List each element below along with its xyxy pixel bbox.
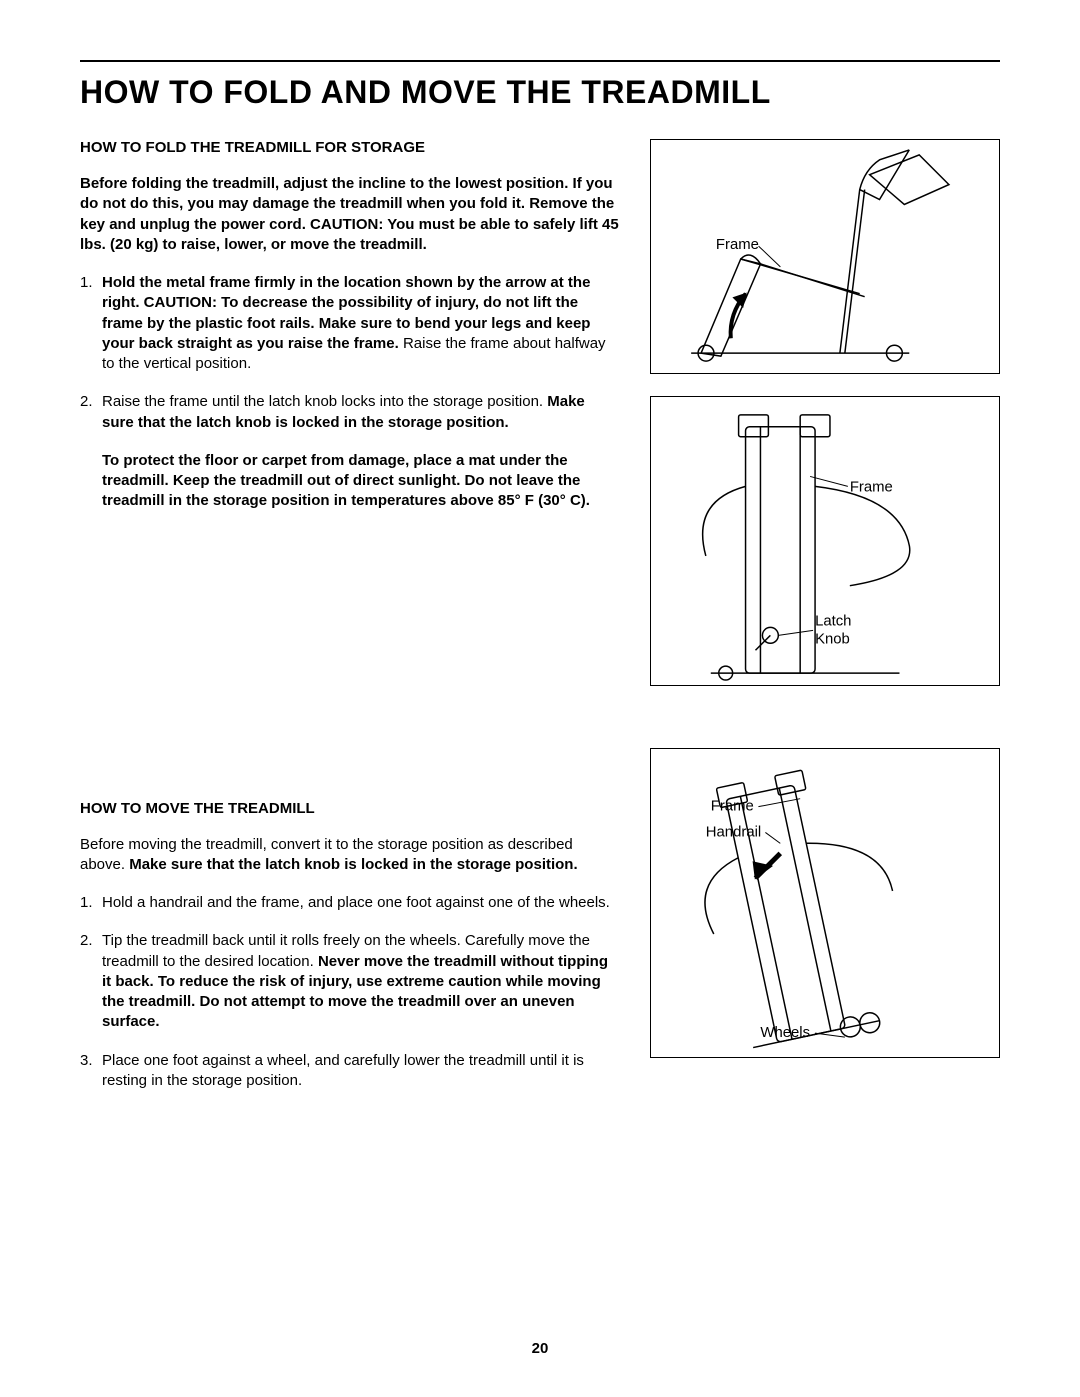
fold-step-2: 2. Raise the frame until the latch knob … <box>80 392 620 511</box>
fig3-label-frame: Frame <box>711 799 754 815</box>
fig1-label-frame: Frame <box>716 237 759 253</box>
section-fold-text: HOW TO FOLD THE TREADMILL FOR STORAGE Be… <box>80 139 620 1109</box>
page-title: HOW TO FOLD AND MOVE THE TREADMILL <box>80 74 1000 111</box>
move-steps: 1. Hold a handrail and the frame, and pl… <box>80 893 620 1091</box>
move-step-2: 2. Tip the treadmill back until it rolls… <box>80 931 620 1032</box>
move-step-3: 3. Place one foot against a wheel, and c… <box>80 1051 620 1092</box>
move-intro: Before moving the treadmill, convert it … <box>80 835 620 876</box>
fig3-label-wheels: Wheels <box>760 1025 810 1041</box>
fold-step-1: 1. Hold the metal frame firmly in the lo… <box>80 273 620 374</box>
figures-column: Frame <box>650 139 1000 1109</box>
figure-3: Frame Handrail Wheels <box>650 748 1000 1058</box>
fold-heading: HOW TO FOLD THE TREADMILL FOR STORAGE <box>80 139 620 156</box>
move-heading: HOW TO MOVE THE TREADMILL <box>80 800 620 817</box>
page-number: 20 <box>0 1340 1080 1357</box>
fig2-label-knob: Knob <box>815 631 850 647</box>
fig2-label-frame: Frame <box>850 479 893 495</box>
fig3-label-handrail: Handrail <box>706 824 761 840</box>
fold-intro: Before folding the treadmill, adjust the… <box>80 174 620 255</box>
fig2-label-latch: Latch <box>815 613 851 629</box>
move-step-1: 1. Hold a handrail and the frame, and pl… <box>80 893 620 913</box>
fold-steps: 1. Hold the metal frame firmly in the lo… <box>80 273 620 512</box>
fold-step-2-note: To protect the floor or carpet from dama… <box>102 451 620 512</box>
figure-2: Frame Latch Knob <box>650 396 1000 686</box>
figure-1: Frame <box>650 139 1000 374</box>
section-fold: HOW TO FOLD THE TREADMILL FOR STORAGE Be… <box>80 139 1000 1109</box>
top-rule <box>80 60 1000 62</box>
